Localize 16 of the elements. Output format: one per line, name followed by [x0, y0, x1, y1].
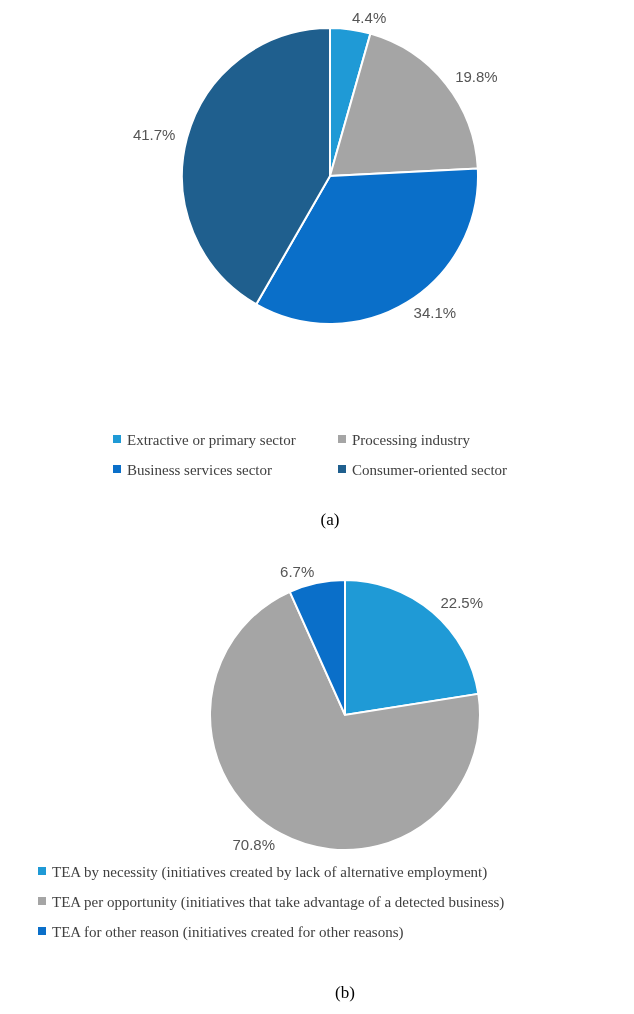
- text: (a): [320, 510, 340, 529]
- data-label: 4.4%: [352, 8, 387, 26]
- legend-label: Extractive or primary sector: [127, 432, 296, 449]
- data-label: 19.8%: [455, 67, 498, 85]
- data-label: 70.8%: [232, 835, 275, 853]
- data-label: 6.7%: [280, 562, 315, 580]
- legend-label: Business services sector: [127, 462, 272, 479]
- data-label: 41.7%: [132, 126, 176, 143]
- text: (b): [335, 983, 355, 1002]
- legend-label: Consumer-oriented sector: [352, 462, 508, 479]
- legend-label: TEA per opportunity (initiatives that take advantage of a detected business): [52, 894, 505, 912]
- legend-label: TEA by necessity (initiatives created by lack of alternative employment): [52, 864, 488, 882]
- data-label: 34.1%: [413, 303, 457, 321]
- legend-label: TEA for other reason (initiatives created for other reasons): [52, 924, 404, 942]
- legend-label: Processing industry: [352, 432, 471, 449]
- data-label: 22.5%: [440, 594, 484, 612]
